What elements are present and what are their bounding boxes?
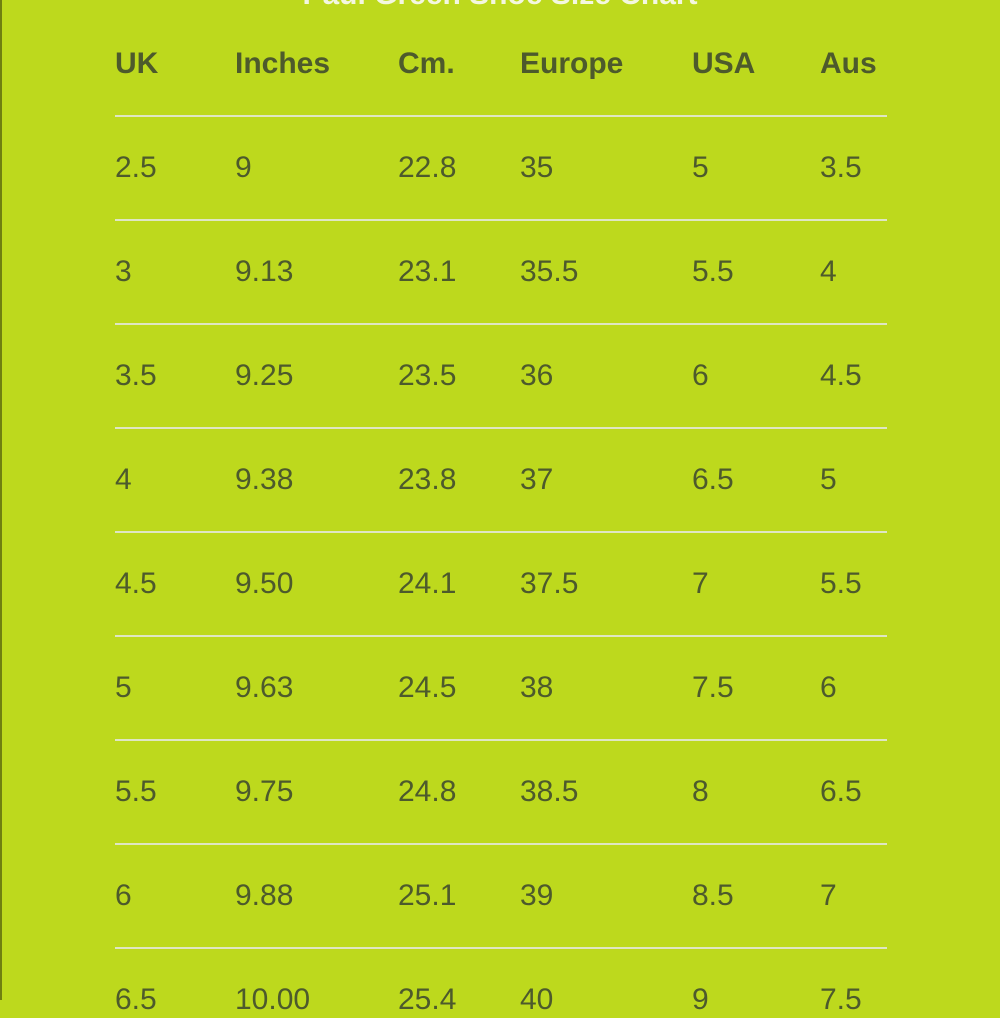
table-cell: 5 bbox=[115, 671, 132, 704]
table-cell: 5.5 bbox=[692, 255, 734, 288]
table-cell: 9.88 bbox=[235, 879, 294, 912]
table-cell: 22.8 bbox=[398, 151, 457, 184]
table-cell: 9.50 bbox=[235, 567, 294, 600]
table-cell: 37 bbox=[520, 463, 554, 496]
table-cell: 9.25 bbox=[235, 359, 294, 392]
table-cell: 36 bbox=[520, 359, 554, 392]
row-divider bbox=[115, 947, 887, 949]
table-cell: 38.5 bbox=[520, 775, 579, 808]
table-cell: 9.38 bbox=[235, 463, 294, 496]
column-header: Inches bbox=[235, 47, 331, 80]
row-divider bbox=[115, 531, 887, 533]
table-cell: 3.5 bbox=[820, 151, 862, 184]
edge-line bbox=[0, 0, 2, 1000]
table-cell: 7.5 bbox=[820, 983, 862, 1016]
table-cell: 37.5 bbox=[520, 567, 579, 600]
table-cell: 9 bbox=[235, 151, 252, 184]
column-header: USA bbox=[692, 47, 756, 80]
table-cell: 10.00 bbox=[235, 983, 311, 1016]
table-cell: 6.5 bbox=[692, 463, 734, 496]
table-cell: 8 bbox=[692, 775, 709, 808]
table-cell: 6.5 bbox=[820, 775, 862, 808]
table-cell: 25.4 bbox=[398, 983, 457, 1016]
table-cell: 6 bbox=[115, 879, 132, 912]
table-cell: 23.1 bbox=[398, 255, 457, 288]
column-header: UK bbox=[115, 47, 159, 80]
table-cell: 40 bbox=[520, 983, 554, 1016]
row-divider bbox=[115, 323, 887, 325]
table-cell: 7 bbox=[820, 879, 837, 912]
row-divider bbox=[115, 635, 887, 637]
table-cell: 4 bbox=[115, 463, 132, 496]
table-cell: 23.8 bbox=[398, 463, 457, 496]
table-cell: 5.5 bbox=[820, 567, 862, 600]
column-header: Aus bbox=[820, 47, 877, 80]
table-cell: 7 bbox=[692, 567, 709, 600]
table-cell: 7.5 bbox=[692, 671, 734, 704]
table-cell: 9 bbox=[692, 983, 709, 1016]
table-cell: 24.8 bbox=[398, 775, 457, 808]
page-title: Paul Green Shoe Size Chart bbox=[0, 0, 1000, 12]
column-header: Cm. bbox=[398, 47, 455, 80]
table-cell: 4.5 bbox=[115, 567, 157, 600]
table-cell: 9.13 bbox=[235, 255, 294, 288]
table-cell: 35 bbox=[520, 151, 554, 184]
table-cell: 39 bbox=[520, 879, 554, 912]
row-divider bbox=[115, 739, 887, 741]
table-cell: 8.5 bbox=[692, 879, 734, 912]
table-cell: 2.5 bbox=[115, 151, 157, 184]
table-cell: 5 bbox=[692, 151, 709, 184]
column-header: Europe bbox=[520, 47, 624, 80]
table-cell: 25.1 bbox=[398, 879, 457, 912]
table-cell: 38 bbox=[520, 671, 554, 704]
table-cell: 9.75 bbox=[235, 775, 294, 808]
table-cell: 5 bbox=[820, 463, 837, 496]
table-cell: 6.5 bbox=[115, 983, 157, 1016]
row-divider bbox=[115, 219, 887, 221]
table-cell: 3 bbox=[115, 255, 132, 288]
table-cell: 6 bbox=[692, 359, 709, 392]
table-cell: 24.5 bbox=[398, 671, 457, 704]
table-cell: 4.5 bbox=[820, 359, 862, 392]
table-cell: 5.5 bbox=[115, 775, 157, 808]
row-divider bbox=[115, 427, 887, 429]
table-cell: 9.63 bbox=[235, 671, 294, 704]
table-cell: 6 bbox=[820, 671, 837, 704]
row-divider bbox=[115, 843, 887, 845]
table-cell: 35.5 bbox=[520, 255, 579, 288]
table-cell: 4 bbox=[820, 255, 837, 288]
table-cell: 24.1 bbox=[398, 567, 457, 600]
row-divider bbox=[115, 115, 887, 117]
table-cell: 23.5 bbox=[398, 359, 457, 392]
table-cell: 3.5 bbox=[115, 359, 157, 392]
